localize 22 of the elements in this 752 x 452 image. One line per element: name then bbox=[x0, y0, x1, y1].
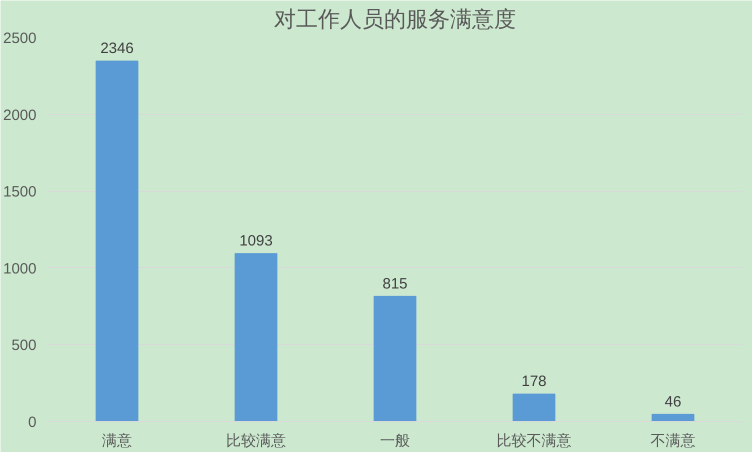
chart-title: 对工作人员的服务满意度 bbox=[274, 8, 516, 32]
y-tick-label: 1000 bbox=[3, 260, 37, 278]
x-tick-label: 比较不满意 bbox=[496, 432, 572, 450]
bar bbox=[652, 414, 694, 422]
x-tick-label: 比较满意 bbox=[226, 432, 286, 450]
bar bbox=[374, 296, 416, 422]
data-label: 2346 bbox=[100, 40, 134, 58]
x-tick-label: 满意 bbox=[102, 432, 132, 450]
bar bbox=[234, 253, 278, 422]
data-label: 178 bbox=[521, 373, 547, 390]
data-label: 1093 bbox=[239, 232, 273, 250]
data-label: 815 bbox=[382, 275, 408, 292]
y-tick-label: 2000 bbox=[3, 106, 37, 124]
y-tick-label: 0 bbox=[28, 414, 36, 431]
bar bbox=[512, 394, 556, 422]
y-tick-label: 1500 bbox=[3, 184, 37, 201]
x-tick-label: 一般 bbox=[380, 432, 410, 450]
y-tick-label: 500 bbox=[11, 337, 37, 354]
x-tick-label: 不满意 bbox=[650, 432, 696, 450]
bar bbox=[96, 60, 138, 422]
data-label: 46 bbox=[664, 393, 682, 410]
y-tick-label: 2500 bbox=[3, 30, 37, 47]
